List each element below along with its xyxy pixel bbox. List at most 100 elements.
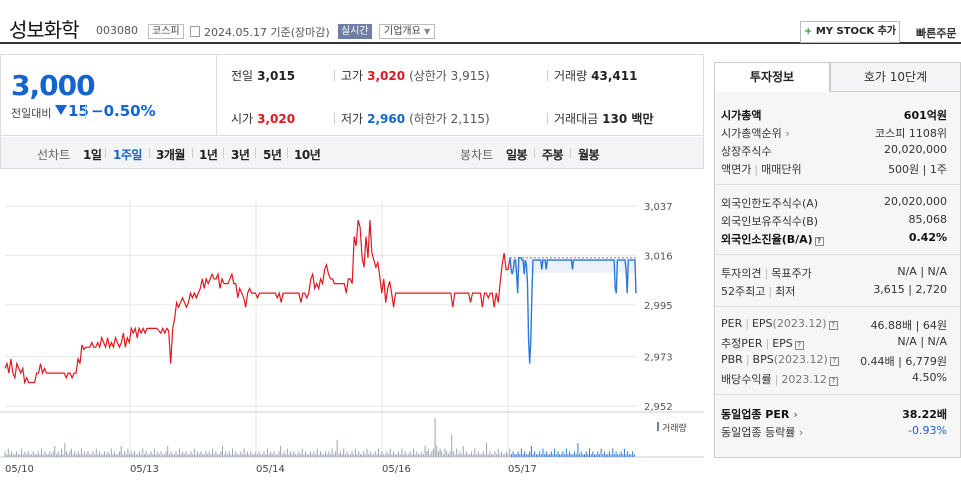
date-value: 2024.05.17 [204,26,267,39]
change-percent: −0.50% [91,102,156,120]
tab-hoga-10[interactable]: 호가 10단계 [830,62,961,92]
sector-rate-row: 동일업종 등락률 › -0.93% [721,424,947,440]
w52-value: 3,615 | 2,720 [873,283,947,296]
period-3y[interactable]: 3년 [231,148,250,162]
eps-year: (2023.12) [772,317,827,330]
period-3m[interactable]: 3개월 [156,148,185,162]
mcap-label: 시가총액 [721,109,762,122]
divider [534,148,535,158]
divider [715,254,960,255]
open-value: 3,020 [257,112,296,126]
w52-row: 52주최고 | 최저 3,615 | 2,720 [721,283,947,299]
help-icon[interactable]: ? [794,341,804,350]
sector-per-text: 동일업종 PER [721,408,790,421]
est-eps-text: EPS [772,337,793,350]
price-summary: 3,000 전일대비 15 −0.50% [0,54,216,136]
volume-label: 거래량 [662,422,687,434]
upper-limit: (상한가 3,915) [409,69,490,83]
divider: | [764,267,769,280]
divider: | [765,337,770,350]
pbr-label: PBR [721,353,743,366]
divider [547,113,548,124]
sector-per-label[interactable]: 동일업종 PER › [721,406,798,422]
divider [85,104,86,119]
date-suffix: 기준(장마감) [270,26,330,39]
foreign-hold-label: 외국인보유주식수(B) [721,215,819,228]
pbr-bps-label: PBR | BPS(2023.12)? [721,353,839,366]
divider: | [745,353,750,366]
x-tick-label: 05/13 [130,464,159,475]
y-tick-label: 3,016 [644,251,673,262]
chevron-right-icon: › [795,426,804,439]
my-stock-add-button[interactable]: + MY STOCK 추가 [800,21,900,43]
high: 고가 3,020 (상한가 3,915) [334,67,490,84]
volume-value: 43,411 [591,69,638,83]
x-tick-label: 05/14 [256,464,285,475]
w52-low-label: 최저 [775,285,796,298]
bps-label: BPS [752,353,774,366]
w52-labels: 52주최고 | 최저 [721,283,795,299]
mcap-rank-label[interactable]: 시가총액순위 › [721,125,790,141]
my-stock-label: MY STOCK 추가 [815,26,897,37]
investment-info-panel: 투자정보 호가 10단계 시가총액 601억원 시가총액순위 › 코스피 110… [714,62,961,458]
stock-header: 성보화학 003080 코스피 2024.05.17 기준(장마감) 실시간 기… [0,0,961,44]
foreign-rate-text: 외국인소진율(B/A) [721,233,813,246]
candle-monthly[interactable]: 월봉 [578,148,600,162]
period-5y[interactable]: 5년 [263,148,282,162]
period-1y[interactable]: 1년 [199,148,218,162]
chevron-right-icon: › [789,408,798,421]
amount-label: 거래대금 [554,112,599,126]
mcap-value: 601억원 [903,109,947,122]
candle-weekly[interactable]: 주봉 [542,148,564,162]
quick-order-link[interactable]: 빠른주문 [916,27,957,40]
price-chart-svg: 3,037 3,016 2,995 2,973 2,952 05/10 05/13 05/14… [0,200,704,475]
opinion-row: 투자의견 | 목표주가 N/A | N/A [721,265,947,281]
price-chart[interactable]: 3,037 3,016 2,995 2,973 2,952 05/10 05/13 05/14… [0,170,704,490]
low: 저가 2,960 (하한가 2,115) [334,110,490,127]
realtime-button[interactable]: 실시간 [338,24,372,39]
tab-investment-info[interactable]: 투자정보 [714,62,830,92]
change-value: 15 [55,102,89,120]
help-icon[interactable]: ? [828,321,838,330]
high-value: 3,020 [367,69,406,83]
help-icon[interactable]: ? [829,357,839,366]
down-triangle-icon [55,105,67,115]
x-tick-label: 05/16 [382,464,411,475]
divider [192,148,193,158]
quote-table: 전일 3,015 고가 3,020 (상한가 3,915) 거래량 43,411 시가 3… [216,54,704,136]
y-tick-label: 2,973 [644,353,673,364]
face-unit-label: 액면가 | 매매단위 [721,161,802,177]
div-text: 배당수익률 [721,373,772,386]
current-price: 3,000 [11,69,96,102]
y-tick-label: 2,995 [644,301,673,312]
sector-rate-text: 동일업종 등락률 [721,426,796,439]
face-label: 액면가 [721,163,752,176]
candle-daily[interactable]: 일봉 [506,148,528,162]
est-per-text: 추정PER [721,337,763,350]
low-value: 2,960 [367,112,406,126]
div-year: 2023.12 [781,373,827,386]
foreign-rate-row: 외국인소진율(B/A)? 0.42% [721,231,947,247]
price-line-today [509,257,637,364]
sector-rate-value: -0.93% [908,424,947,437]
period-10y[interactable]: 10년 [294,148,321,162]
period-1d[interactable]: 1일 [83,148,102,162]
dividend-row: 배당수익률 | 2023.12? 4.50% [721,371,947,387]
divider [105,148,106,158]
prev-close-value: 3,015 [257,69,296,83]
foreign-hold-row: 외국인보유주식수(B) 85,068 [721,213,947,229]
period-1w[interactable]: 1주일 [113,148,142,162]
foreign-rate-label: 외국인소진율(B/A)? [721,231,824,247]
divider [547,70,548,81]
base-date: 2024.05.17 기준(장마감) [204,24,330,40]
change-amount: 15 [68,102,89,120]
sector-rate-label[interactable]: 동일업종 등락률 › [721,424,803,440]
divider [334,113,335,124]
help-icon[interactable]: ? [828,377,838,386]
dividend-value: 4.50% [912,371,947,384]
shares-row: 상장주식수 20,020,000 [721,143,947,159]
pbr-bps-row: PBR | BPS(2023.12)? 0.44배 | 6,779원 [721,353,947,369]
help-icon[interactable]: ? [814,237,824,246]
volume: 거래량 43,411 [547,67,637,84]
corp-info-dropdown[interactable]: 기업개요 ▼ [379,24,436,39]
